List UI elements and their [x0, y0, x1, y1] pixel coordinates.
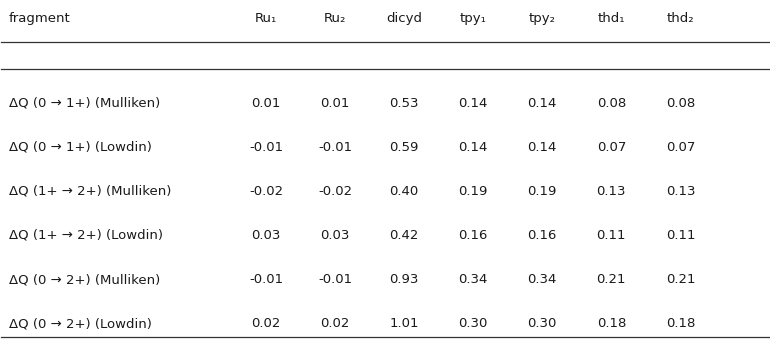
Text: 0.30: 0.30	[459, 317, 488, 330]
Text: 0.53: 0.53	[390, 97, 419, 110]
Text: 0.03: 0.03	[251, 229, 281, 242]
Text: 0.14: 0.14	[527, 141, 557, 154]
Text: 0.42: 0.42	[390, 229, 419, 242]
Text: -0.01: -0.01	[249, 273, 283, 286]
Text: 0.11: 0.11	[597, 229, 626, 242]
Text: 0.34: 0.34	[527, 273, 557, 286]
Text: 0.40: 0.40	[390, 185, 419, 198]
Text: ΔQ (1+ → 2+) (Mulliken): ΔQ (1+ → 2+) (Mulliken)	[9, 185, 172, 198]
Text: Ru₂: Ru₂	[324, 12, 347, 25]
Text: 0.21: 0.21	[665, 273, 695, 286]
Text: 0.59: 0.59	[390, 141, 419, 154]
Text: 0.16: 0.16	[527, 229, 557, 242]
Text: 0.01: 0.01	[251, 97, 281, 110]
Text: 0.19: 0.19	[459, 185, 488, 198]
Text: ΔQ (0 → 1+) (Lowdin): ΔQ (0 → 1+) (Lowdin)	[9, 141, 152, 154]
Text: 0.03: 0.03	[320, 229, 350, 242]
Text: -0.02: -0.02	[249, 185, 283, 198]
Text: 1.01: 1.01	[390, 317, 419, 330]
Text: 0.02: 0.02	[320, 317, 350, 330]
Text: 0.08: 0.08	[666, 97, 695, 110]
Text: dicyd: dicyd	[387, 12, 422, 25]
Text: tpy₁: tpy₁	[460, 12, 487, 25]
Text: thd₂: thd₂	[667, 12, 695, 25]
Text: 0.14: 0.14	[527, 97, 557, 110]
Text: ΔQ (1+ → 2+) (Lowdin): ΔQ (1+ → 2+) (Lowdin)	[9, 229, 163, 242]
Text: ΔQ (0 → 2+) (Mulliken): ΔQ (0 → 2+) (Mulliken)	[9, 273, 160, 286]
Text: 0.19: 0.19	[527, 185, 557, 198]
Text: -0.01: -0.01	[249, 141, 283, 154]
Text: 0.93: 0.93	[390, 273, 419, 286]
Text: 0.18: 0.18	[597, 317, 626, 330]
Text: 0.13: 0.13	[665, 185, 695, 198]
Text: 0.07: 0.07	[597, 141, 626, 154]
Text: ΔQ (0 → 2+) (Lowdin): ΔQ (0 → 2+) (Lowdin)	[9, 317, 152, 330]
Text: 0.34: 0.34	[459, 273, 488, 286]
Text: 0.21: 0.21	[597, 273, 626, 286]
Text: 0.14: 0.14	[459, 97, 488, 110]
Text: thd₁: thd₁	[598, 12, 625, 25]
Text: 0.16: 0.16	[459, 229, 488, 242]
Text: 0.11: 0.11	[665, 229, 695, 242]
Text: 0.18: 0.18	[666, 317, 695, 330]
Text: 0.13: 0.13	[597, 185, 626, 198]
Text: fragment: fragment	[9, 12, 71, 25]
Text: 0.07: 0.07	[666, 141, 695, 154]
Text: 0.08: 0.08	[597, 97, 626, 110]
Text: 0.01: 0.01	[320, 97, 350, 110]
Text: -0.02: -0.02	[318, 185, 352, 198]
Text: 0.02: 0.02	[251, 317, 281, 330]
Text: -0.01: -0.01	[318, 273, 352, 286]
Text: 0.14: 0.14	[459, 141, 488, 154]
Text: -0.01: -0.01	[318, 141, 352, 154]
Text: Ru₁: Ru₁	[255, 12, 277, 25]
Text: 0.30: 0.30	[527, 317, 557, 330]
Text: ΔQ (0 → 1+) (Mulliken): ΔQ (0 → 1+) (Mulliken)	[9, 97, 160, 110]
Text: tpy₂: tpy₂	[529, 12, 556, 25]
